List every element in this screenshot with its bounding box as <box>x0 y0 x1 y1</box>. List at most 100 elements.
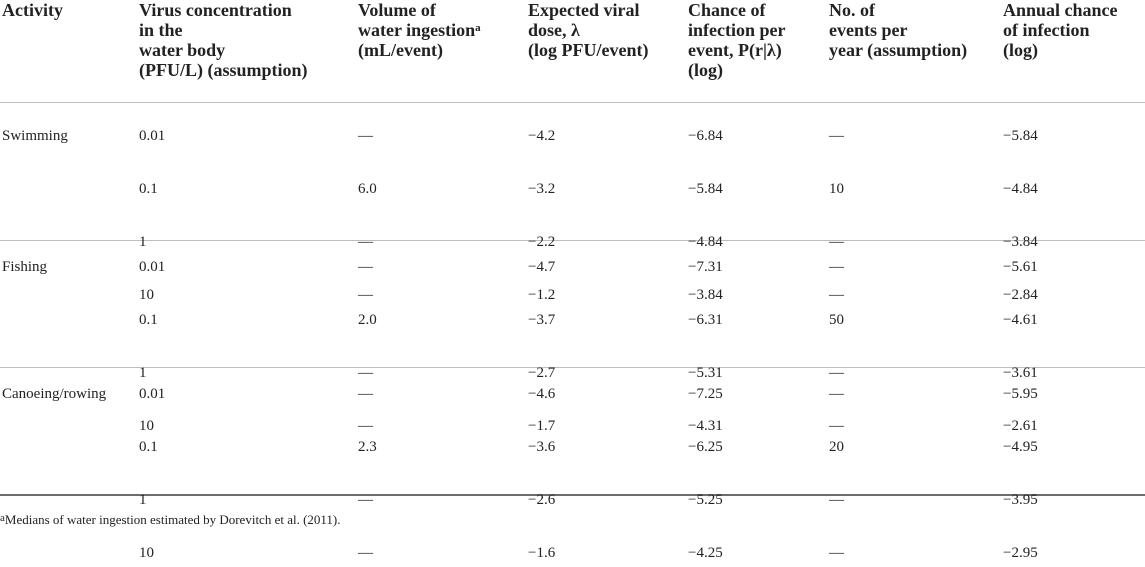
cell-concentration: 0.01 <box>139 386 166 402</box>
cell-annual: −4.84 <box>1003 181 1038 197</box>
cell-annual: −5.84 <box>1003 128 1038 144</box>
cell-concentration: 1 <box>139 492 147 508</box>
activity-label: Swimming <box>2 128 68 144</box>
cell-volume: — <box>358 234 373 250</box>
cell-chance: −6.31 <box>688 312 723 328</box>
group-fishing: Fishing 0.01 — −4.7 −7.31 — −5.61 0.1 2.… <box>0 241 1145 434</box>
cell-concentration: 10 <box>139 287 154 303</box>
cell-dose: −1.6 <box>528 545 556 561</box>
table-row: 1 — −2.6 −5.25 — −3.95 <box>0 487 1145 514</box>
cell-events: 10 <box>829 181 844 197</box>
footnote-marker: a <box>0 512 5 524</box>
cell-annual: −3.61 <box>1003 365 1038 381</box>
cell-volume: 2.0 <box>358 312 377 328</box>
group-canoeing-rowing: Canoeing/rowing 0.01 — −4.6 −7.25 — −5.9… <box>0 368 1145 561</box>
cell-chance: −4.25 <box>688 545 723 561</box>
cell-chance: −5.84 <box>688 181 723 197</box>
table-row: 1 — −2.7 −5.31 — −3.61 <box>0 360 1145 387</box>
cell-volume: — <box>358 492 373 508</box>
cell-concentration: 10 <box>139 418 154 434</box>
cell-volume: — <box>358 259 373 275</box>
table-row: 10 — −1.2 −3.84 — −2.84 <box>0 282 1145 309</box>
header-virus-concentration: Virus concentration in the water body (P… <box>139 0 308 80</box>
cell-dose: −2.2 <box>528 234 556 250</box>
cell-dose: −1.2 <box>528 287 556 303</box>
table-footnote: aMedians of water ingestion estimated by… <box>0 512 341 528</box>
cell-annual: −4.61 <box>1003 312 1038 328</box>
cell-volume: — <box>358 365 373 381</box>
cell-dose: −3.7 <box>528 312 556 328</box>
table-row: 10 — −1.6 −4.25 — −2.95 <box>0 540 1145 567</box>
cell-events: — <box>829 545 844 561</box>
cell-events: — <box>829 492 844 508</box>
activity-label: Fishing <box>2 259 48 275</box>
cell-chance: −6.25 <box>688 439 723 455</box>
cell-concentration: 0.01 <box>139 259 166 275</box>
cell-concentration: 1 <box>139 365 147 381</box>
cell-annual: −2.95 <box>1003 545 1038 561</box>
header-volume-ingestion: Volume of water ingestiona (mL/event) <box>358 0 481 60</box>
cell-volume: — <box>358 287 373 303</box>
cell-events: — <box>829 418 844 434</box>
cell-chance: −5.31 <box>688 365 723 381</box>
cell-annual: −5.61 <box>1003 259 1038 275</box>
cell-volume: 2.3 <box>358 439 377 455</box>
cell-volume: — <box>358 418 373 434</box>
table-row: Canoeing/rowing 0.01 — −4.6 −7.25 — −5.9… <box>0 381 1145 408</box>
table-row: 1 — −2.2 −4.84 — −3.84 <box>0 229 1145 256</box>
activity-label: Canoeing/rowing <box>2 386 107 402</box>
group-swimming: Swimming 0.01 — −4.2 −6.84 — −5.84 0.1 6… <box>0 103 1145 303</box>
cell-concentration: 0.01 <box>139 128 166 144</box>
cell-chance: −6.84 <box>688 128 723 144</box>
cell-events: 20 <box>829 439 844 455</box>
cell-events: — <box>829 259 844 275</box>
cell-concentration: 1 <box>139 234 147 250</box>
cell-volume: 6.0 <box>358 181 377 197</box>
cell-dose: −4.6 <box>528 386 556 402</box>
cell-dose: −3.6 <box>528 439 556 455</box>
table-header: Activity Virus concentration in the wate… <box>0 0 1145 103</box>
header-events-per-year: No. of events per year (assumption) <box>829 0 968 60</box>
cell-volume: — <box>358 128 373 144</box>
header-chance-per-event: Chance of infection per event, P(r|λ) (l… <box>688 0 786 80</box>
cell-chance: −4.31 <box>688 418 723 434</box>
cell-concentration: 0.1 <box>139 181 158 197</box>
cell-events: — <box>829 287 844 303</box>
cell-concentration: 0.1 <box>139 439 158 455</box>
cell-events: 50 <box>829 312 844 328</box>
cell-chance: −3.84 <box>688 287 723 303</box>
footnote-text: Medians of water ingestion estimated by … <box>4 512 341 527</box>
cell-volume: — <box>358 545 373 561</box>
cell-chance: −7.25 <box>688 386 723 402</box>
header-expected-dose: Expected viral dose, λ (log PFU/event) <box>528 0 649 60</box>
table-row: 0.1 2.3 −3.6 −6.25 20 −4.95 <box>0 434 1145 461</box>
cell-chance: −5.25 <box>688 492 723 508</box>
cell-dose: −3.2 <box>528 181 556 197</box>
table-row: 0.1 2.0 −3.7 −6.31 50 −4.61 <box>0 307 1145 334</box>
cell-dose: −4.2 <box>528 128 556 144</box>
table-row: Swimming 0.01 — −4.2 −6.84 — −5.84 <box>0 123 1145 150</box>
cell-dose: −2.7 <box>528 365 556 381</box>
cell-concentration: 0.1 <box>139 312 158 328</box>
cell-chance: −4.84 <box>688 234 723 250</box>
cell-annual: −4.95 <box>1003 439 1038 455</box>
cell-events: — <box>829 234 844 250</box>
cell-concentration: 10 <box>139 545 154 561</box>
table-row: 0.1 6.0 −3.2 −5.84 10 −4.84 <box>0 176 1145 203</box>
cell-annual: −3.84 <box>1003 234 1038 250</box>
cell-annual: −5.95 <box>1003 386 1038 402</box>
table-row: Fishing 0.01 — −4.7 −7.31 — −5.61 <box>0 254 1145 281</box>
cell-events: — <box>829 386 844 402</box>
cell-dose: −4.7 <box>528 259 556 275</box>
cell-annual: −3.95 <box>1003 492 1038 508</box>
cell-events: — <box>829 128 844 144</box>
header-activity: Activity <box>2 0 63 20</box>
cell-chance: −7.31 <box>688 259 723 275</box>
cell-dose: −2.6 <box>528 492 556 508</box>
cell-dose: −1.7 <box>528 418 556 434</box>
cell-events: — <box>829 365 844 381</box>
cell-volume: — <box>358 386 373 402</box>
cell-annual: −2.61 <box>1003 418 1038 434</box>
table-row: 10 — −1.7 −4.31 — −2.61 <box>0 413 1145 440</box>
